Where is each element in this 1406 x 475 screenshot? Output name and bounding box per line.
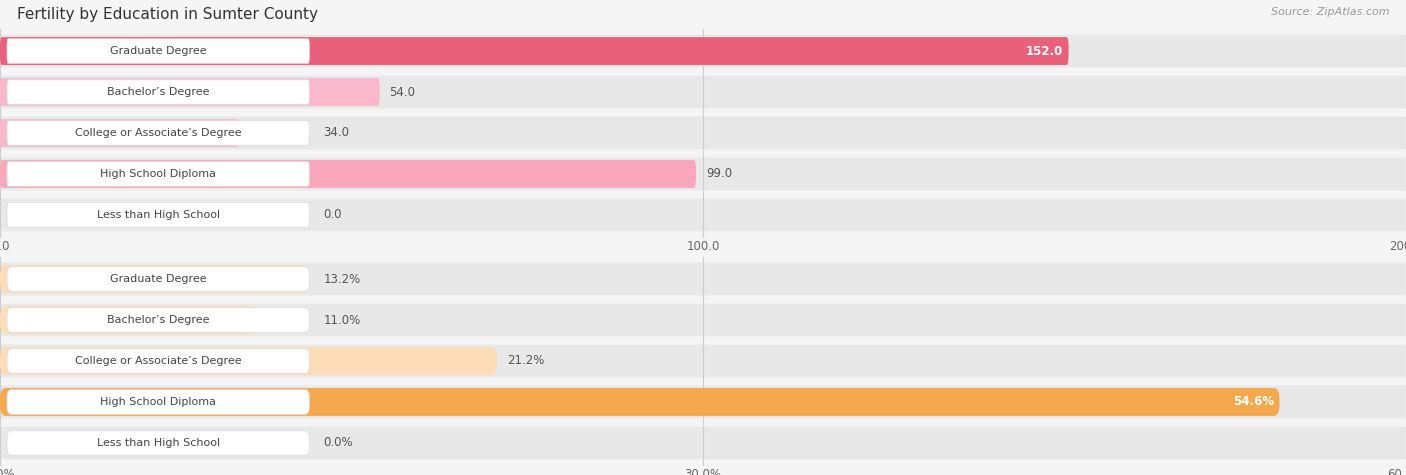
FancyBboxPatch shape <box>0 388 1279 416</box>
FancyBboxPatch shape <box>0 263 1406 295</box>
Text: 54.6%: 54.6% <box>1233 396 1274 408</box>
Text: 34.0: 34.0 <box>323 126 349 140</box>
Text: 21.2%: 21.2% <box>506 354 544 368</box>
FancyBboxPatch shape <box>0 78 380 106</box>
FancyBboxPatch shape <box>0 158 1406 190</box>
FancyBboxPatch shape <box>0 199 1406 231</box>
Text: 152.0: 152.0 <box>1026 45 1063 57</box>
FancyBboxPatch shape <box>0 37 1069 65</box>
FancyBboxPatch shape <box>0 347 496 375</box>
FancyBboxPatch shape <box>0 35 1406 67</box>
FancyBboxPatch shape <box>0 304 1406 336</box>
FancyBboxPatch shape <box>0 344 1406 378</box>
FancyBboxPatch shape <box>0 116 1406 150</box>
FancyBboxPatch shape <box>7 162 309 186</box>
Text: 0.0%: 0.0% <box>323 437 353 449</box>
FancyBboxPatch shape <box>0 119 239 147</box>
FancyBboxPatch shape <box>7 308 309 332</box>
Text: Fertility by Education in Sumter County: Fertility by Education in Sumter County <box>17 7 318 22</box>
Text: 13.2%: 13.2% <box>323 273 360 285</box>
Text: 54.0: 54.0 <box>389 86 415 98</box>
Text: 99.0: 99.0 <box>706 168 733 180</box>
FancyBboxPatch shape <box>0 427 1406 459</box>
FancyBboxPatch shape <box>7 80 309 104</box>
Text: Graduate Degree: Graduate Degree <box>110 46 207 56</box>
Text: 11.0%: 11.0% <box>323 314 360 326</box>
Text: College or Associate’s Degree: College or Associate’s Degree <box>75 128 242 138</box>
FancyBboxPatch shape <box>7 349 309 373</box>
FancyBboxPatch shape <box>7 390 309 414</box>
Text: 0.0: 0.0 <box>323 209 342 221</box>
FancyBboxPatch shape <box>0 265 309 293</box>
FancyBboxPatch shape <box>7 267 309 291</box>
Text: Graduate Degree: Graduate Degree <box>110 274 207 284</box>
Text: College or Associate’s Degree: College or Associate’s Degree <box>75 356 242 366</box>
FancyBboxPatch shape <box>0 160 696 188</box>
Text: Bachelor’s Degree: Bachelor’s Degree <box>107 315 209 325</box>
FancyBboxPatch shape <box>0 76 1406 108</box>
Text: High School Diploma: High School Diploma <box>100 397 217 407</box>
FancyBboxPatch shape <box>7 203 309 227</box>
Text: Less than High School: Less than High School <box>97 210 219 220</box>
FancyBboxPatch shape <box>7 431 309 455</box>
Text: Bachelor’s Degree: Bachelor’s Degree <box>107 87 209 97</box>
FancyBboxPatch shape <box>0 306 257 334</box>
Text: High School Diploma: High School Diploma <box>100 169 217 179</box>
FancyBboxPatch shape <box>7 121 309 145</box>
FancyBboxPatch shape <box>0 386 1406 418</box>
Text: Less than High School: Less than High School <box>97 438 219 448</box>
Text: Source: ZipAtlas.com: Source: ZipAtlas.com <box>1271 7 1389 17</box>
FancyBboxPatch shape <box>7 39 309 63</box>
